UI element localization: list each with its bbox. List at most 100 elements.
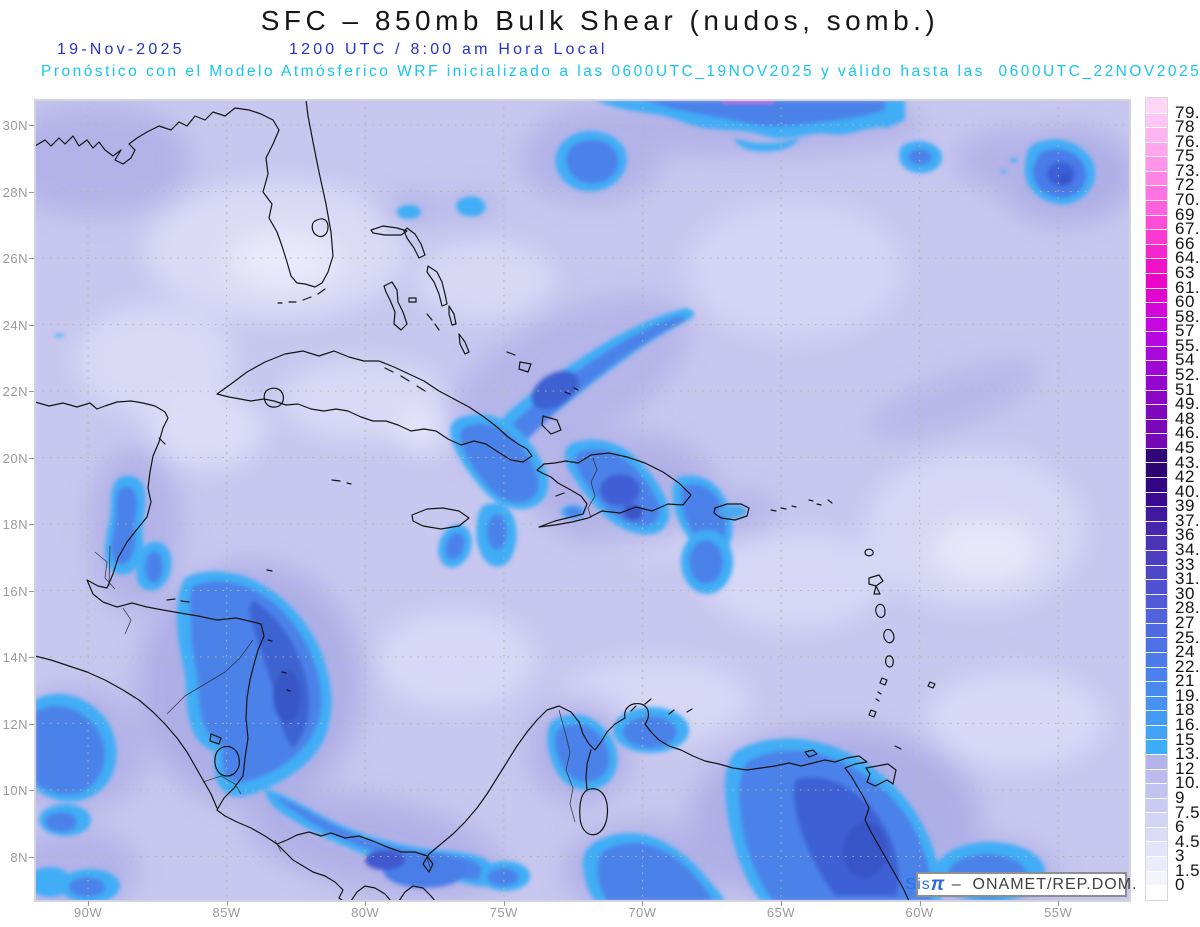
colorbar-tick-label: 78 xyxy=(1175,117,1195,137)
lon-tick xyxy=(226,901,228,906)
colorbar-cell xyxy=(1146,418,1167,434)
colorbar-cell xyxy=(1146,637,1167,652)
colorbar-cell xyxy=(1146,258,1167,273)
colorbar-tick-label: 46.5 xyxy=(1175,423,1200,443)
colorbar-cell xyxy=(1146,593,1167,609)
colorbar-tick-label: 3 xyxy=(1175,846,1185,866)
lat-tick xyxy=(29,590,34,592)
colorbar-tick-label: 79.5 xyxy=(1175,102,1200,122)
pi-logo-icon: π xyxy=(930,873,946,895)
colorbar-tick-label: 57 xyxy=(1175,321,1195,341)
lon-label: 85W xyxy=(212,905,241,920)
lon-label: 80W xyxy=(351,905,380,920)
colorbar-tick-label: 49.5 xyxy=(1175,394,1200,414)
colorbar-tick-label: 55.5 xyxy=(1175,335,1200,355)
lon-tick xyxy=(88,901,89,906)
light-shading xyxy=(75,180,1105,770)
colorbar-tick-label: 54 xyxy=(1175,350,1195,370)
colorbar-tick-label: 43.5 xyxy=(1175,452,1200,472)
colorbar-tick-label: 42 xyxy=(1175,467,1195,487)
colorbar-cell xyxy=(1146,345,1167,361)
colorbar-cell xyxy=(1146,870,1167,886)
colorbar-tick-label: 64.5 xyxy=(1175,248,1200,268)
colorbar-tick-label: 36 xyxy=(1175,525,1195,545)
colorbar-tick-label: 72 xyxy=(1175,175,1195,195)
colorbar-cell xyxy=(1146,404,1167,419)
colorbar-tick-label: 33 xyxy=(1175,554,1195,574)
lat-label: 12N xyxy=(2,716,28,732)
colorbar-cell xyxy=(1146,579,1167,594)
colorbar-cell xyxy=(1146,651,1167,667)
lat-label: 28N xyxy=(2,184,28,200)
colorbar-cell xyxy=(1146,783,1167,798)
lon-label: 90W xyxy=(73,905,103,920)
colorbar-cell xyxy=(1146,127,1167,142)
colorbar-cell xyxy=(1146,243,1167,259)
lon-tick xyxy=(919,901,921,906)
lon-label: 60W xyxy=(905,905,934,920)
lon-tick xyxy=(503,901,505,906)
attribution-box: Sis π – ONAMET/REP.DOM. xyxy=(906,872,1136,897)
colorbar-cell xyxy=(1146,389,1167,405)
colorbar-cell xyxy=(1146,112,1167,128)
colorbar-tick-label: 12 xyxy=(1175,758,1195,778)
colorbar-cell xyxy=(1146,331,1167,346)
colorbar-cell xyxy=(1146,724,1167,740)
colorbar-cell xyxy=(1146,506,1167,521)
colorbar-tick-label: 45 xyxy=(1175,437,1195,457)
colorbar-tick-label: 69 xyxy=(1175,204,1195,224)
lon-tick xyxy=(642,901,644,906)
colorbar-tick-label: 28.5 xyxy=(1175,598,1200,618)
lat-tick xyxy=(29,324,34,326)
colorbar-cell xyxy=(1146,856,1167,871)
colorbar-tick-label: 25.5 xyxy=(1175,627,1200,647)
colorbar-cell xyxy=(1146,549,1167,565)
colorbar-tick-label: 51 xyxy=(1175,379,1195,399)
lon-tick xyxy=(365,901,367,906)
lat-tick xyxy=(29,125,34,126)
colorbar-cell xyxy=(1146,812,1167,827)
colorbar-cell xyxy=(1146,826,1167,842)
lat-label: 22N xyxy=(2,384,28,399)
colorbar-cell xyxy=(1146,170,1167,186)
map-area xyxy=(34,99,1131,902)
colorbar-cell xyxy=(1146,535,1167,550)
colorbar-cell xyxy=(1146,200,1167,215)
lon-tick xyxy=(781,901,782,906)
colorbar-cell xyxy=(1146,841,1167,857)
colorbar-cell xyxy=(1146,316,1167,332)
credit-label: – ONAMET/REP.DOM. xyxy=(946,875,1138,893)
colorbar-tick-label: 19.5 xyxy=(1175,685,1200,705)
colorbar-cell xyxy=(1146,768,1167,784)
colorbar-tick-label: 48 xyxy=(1175,408,1195,428)
colorbar-tick-label: 7.5 xyxy=(1175,802,1200,822)
lat-label: 20N xyxy=(2,450,28,466)
colorbar-cell xyxy=(1146,156,1167,171)
colorbar-tick-label: 58.5 xyxy=(1175,306,1200,326)
colorbar-cell xyxy=(1146,360,1167,375)
map-canvas xyxy=(35,100,1130,901)
colorbar-cell xyxy=(1146,229,1167,244)
colorbar-cell xyxy=(1146,141,1167,157)
colorbar-cell xyxy=(1146,433,1167,448)
graticule xyxy=(35,100,1130,901)
colorbar-cell xyxy=(1146,564,1167,580)
lat-tick xyxy=(29,191,34,193)
forecast-time: 1200 UTC / 8:00 am Hora Local xyxy=(289,41,608,58)
colorbar-tick-label: 9 xyxy=(1175,787,1185,807)
lon-label: 70W xyxy=(628,905,657,920)
lat-label: 16N xyxy=(2,583,28,599)
lat-label: 10N xyxy=(2,783,28,798)
colorbar-tick-label: 15 xyxy=(1175,729,1195,749)
colorbar-cell xyxy=(1146,302,1167,317)
colorbar-tick-label: 60 xyxy=(1175,292,1195,312)
lat-tick xyxy=(29,457,34,459)
colorbar-cell xyxy=(1146,754,1167,769)
colorbar-tick-label: 13.5 xyxy=(1175,744,1200,764)
political-borders xyxy=(94,457,598,871)
lon-label: 65W xyxy=(766,905,796,920)
colorbar-tick-label: 61.5 xyxy=(1175,277,1200,297)
colorbar-cell xyxy=(1146,739,1167,755)
colorbar-cell xyxy=(1146,462,1167,478)
